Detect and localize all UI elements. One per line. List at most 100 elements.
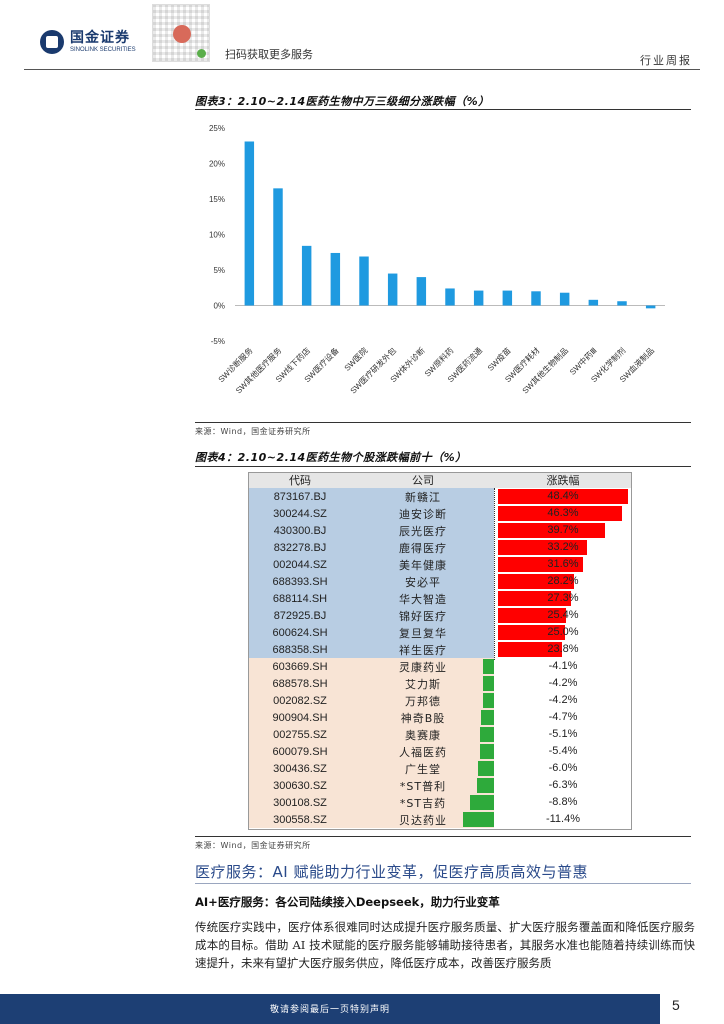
y-tick-label: 20% — [209, 160, 225, 169]
y-tick-label: 10% — [209, 231, 225, 240]
document-type: 行业周报 — [640, 54, 692, 67]
bar-negative — [463, 812, 494, 827]
cell-company: 贝达药业 — [352, 811, 494, 828]
cell-change: 46.3% — [494, 505, 632, 522]
change-label: -4.1% — [548, 660, 578, 672]
y-tick-label: -5% — [211, 337, 225, 346]
change-label: 27.3% — [547, 592, 579, 604]
cell-change: 27.3% — [494, 590, 632, 607]
cell-company: 锦好医疗 — [352, 607, 494, 624]
y-tick-label: 25% — [209, 124, 225, 133]
table-row: 600079.SH 人福医药 -5.4% — [248, 743, 632, 760]
change-label: 46.3% — [547, 507, 579, 519]
cell-code: 002082.SZ — [248, 692, 352, 709]
table-row: 688114.SH 华大智造 27.3% — [248, 590, 632, 607]
bar — [330, 252, 341, 306]
change-label: 31.6% — [547, 558, 579, 570]
change-label: 48.4% — [547, 490, 579, 502]
cell-change: 25.4% — [494, 607, 632, 624]
cell-code: 900904.SH — [248, 709, 352, 726]
cell-change: -6.0% — [477, 760, 632, 777]
footer-disclaimer[interactable]: 敬请参阅最后一页特别声明 — [269, 1005, 390, 1015]
bar-positive — [498, 489, 628, 504]
bar-positive — [498, 591, 572, 606]
cell-company: 灵康药业 — [352, 658, 494, 675]
cell-code: 688358.SH — [248, 641, 352, 658]
cell-change: 48.4% — [494, 488, 632, 505]
table-row: 300108.SZ *ST吉药 -8.8% — [248, 794, 632, 811]
brand-name-cn: 国金证券 — [70, 30, 130, 46]
cell-code: 873167.BJ — [248, 488, 352, 505]
cell-change: 23.8% — [494, 641, 632, 658]
cell-company: 广生堂 — [352, 760, 494, 777]
cell-code: 832278.BJ — [248, 539, 352, 556]
bar-positive — [498, 506, 623, 521]
cell-company: 艾力斯 — [352, 675, 494, 692]
figure4-source: 来源：Wind，国金证券研究所 — [195, 841, 311, 850]
cell-code: 300436.SZ — [248, 760, 352, 777]
bar-positive — [498, 574, 574, 589]
change-label: 23.8% — [547, 643, 579, 655]
cell-code: 430300.BJ — [248, 522, 352, 539]
table-row: 002082.SZ 万邦德 -4.2% — [248, 692, 632, 709]
bar-negative — [479, 744, 494, 759]
cell-change: 33.2% — [494, 539, 632, 556]
cell-company: 华大智造 — [352, 590, 494, 607]
table-row: 688393.SH 安必平 28.2% — [248, 573, 632, 590]
cell-code: 300108.SZ — [248, 794, 352, 811]
cell-change: -4.1% — [483, 658, 632, 675]
change-label: -6.0% — [548, 762, 578, 774]
change-label: 25.0% — [547, 626, 579, 638]
cell-change: -5.4% — [479, 743, 632, 760]
column-header-code: 代码 — [248, 472, 352, 488]
bar — [445, 288, 455, 306]
cell-change: -4.7% — [481, 709, 632, 726]
cell-change: -4.2% — [482, 692, 632, 709]
table-zero-line — [494, 488, 495, 660]
figure3-title: 图表3：2.10~2.14医药生物中万三级细分涨跌幅（%） — [195, 95, 490, 108]
table-row: 600624.SH 复旦复华 25.0% — [248, 624, 632, 641]
cell-code: 688393.SH — [248, 573, 352, 590]
bar-negative — [481, 710, 494, 725]
cell-company: 神奇B股 — [352, 709, 494, 726]
cell-change: -4.2% — [482, 675, 632, 692]
cell-code: 002044.SZ — [248, 556, 352, 573]
figure3-title-rule — [195, 109, 691, 110]
figure4-title: 图表4：2.10~2.14医药生物个股涨跌幅前十（%） — [195, 451, 467, 464]
bar-negative — [470, 795, 494, 810]
change-label: -8.8% — [548, 796, 578, 808]
brand-logo: 国金证券 SINOLINK SECURITIES — [40, 30, 136, 54]
change-label: 25.4% — [547, 609, 579, 621]
cell-change: 28.2% — [494, 573, 632, 590]
table-row: 300630.SZ *ST普利 -6.3% — [248, 777, 632, 794]
figure3-bottom-rule — [195, 422, 691, 423]
cell-code: 600624.SH — [248, 624, 352, 641]
column-header-change: 涨跌幅 — [494, 472, 632, 488]
section-paragraph: 传统医疗实践中，医疗体系很难同时达成提升医疗服务质量、扩大医疗服务覆盖面和降低医… — [195, 920, 695, 970]
change-label: -5.4% — [548, 745, 578, 757]
bar-positive — [498, 540, 588, 555]
bar — [617, 301, 627, 306]
table-row: 900904.SH 神奇B股 -4.7% — [248, 709, 632, 726]
bar — [301, 245, 312, 306]
page-header: 国金证券 SINOLINK SECURITIES 扫码获取更多服务 行业周报 — [0, 0, 724, 70]
change-label: -6.3% — [548, 779, 578, 791]
change-label: -4.7% — [548, 711, 578, 723]
change-label: -4.2% — [548, 677, 578, 689]
bar-negative — [482, 693, 494, 708]
qr-code-icon[interactable] — [152, 4, 210, 62]
cell-code: 688114.SH — [248, 590, 352, 607]
header-divider — [24, 69, 700, 70]
table-row: 002044.SZ 美年健康 31.6% — [248, 556, 632, 573]
cell-company: 奥赛康 — [352, 726, 494, 743]
table-row: 832278.BJ 鹿得医疗 33.2% — [248, 539, 632, 556]
cell-company: 安必平 — [352, 573, 494, 590]
bar — [531, 291, 541, 306]
page-number: 5 — [672, 997, 680, 1013]
bar — [359, 256, 369, 306]
cell-code: 300558.SZ — [248, 811, 352, 828]
cell-company: 鹿得医疗 — [352, 539, 494, 556]
cell-change: -6.3% — [477, 777, 632, 794]
figure4-bottom-rule — [195, 836, 691, 837]
change-label: 39.7% — [547, 524, 579, 536]
